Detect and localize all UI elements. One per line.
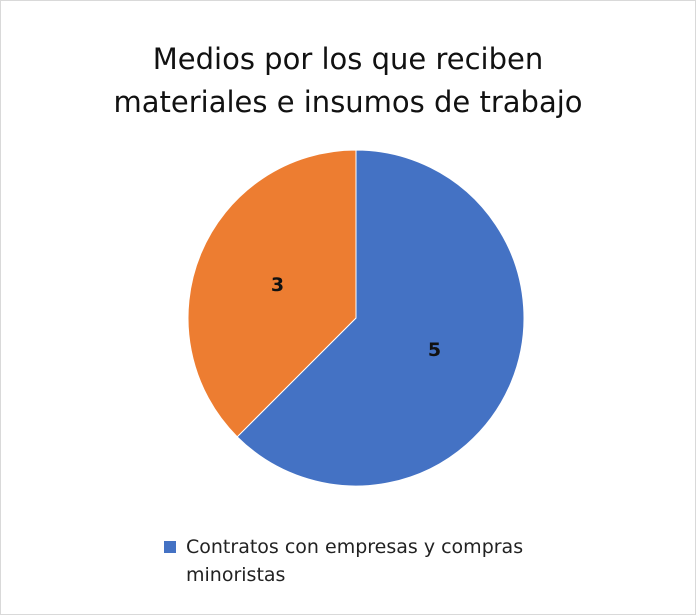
legend-label: Contratos con empresas y compras minoris… — [186, 536, 524, 586]
pie-slice — [187, 149, 357, 438]
data-label: 5 — [428, 339, 441, 361]
data-label: 3 — [271, 274, 284, 296]
pie-slice — [236, 149, 525, 487]
legend-swatch — [164, 541, 176, 553]
legend-item: Contratos con empresas y compras minoris… — [164, 533, 604, 589]
chart-title: Medios por los que reciben materiales e … — [113, 42, 583, 119]
